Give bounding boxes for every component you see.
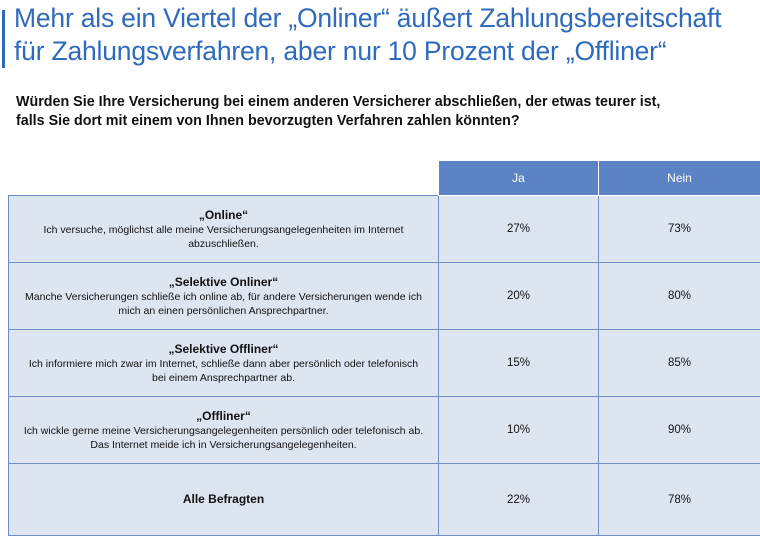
question-line-2: falls Sie dort mit einem von Ihnen bevor…	[16, 112, 756, 131]
segment-description-line-1: Ich versuche, möglichst alle meine Versi…	[15, 223, 432, 237]
header-empty-cell	[9, 161, 439, 196]
segment-description-line-2: mich an einen persönlichen Ansprechpartn…	[15, 304, 432, 318]
segment-name: „Selektive Offliner“	[15, 342, 432, 357]
ja-value: 10%	[439, 397, 599, 464]
nein-value: 73%	[599, 196, 760, 263]
segment-name: „Offliner“	[15, 409, 432, 424]
segment-name: „Online“	[15, 208, 432, 223]
segment-description-line-2: Das Internet meide ich in Versicherungsa…	[15, 438, 432, 452]
row-label-cell: „Online“ Ich versuche, möglichst alle me…	[9, 196, 439, 263]
ja-value: 22%	[439, 464, 599, 536]
nein-value: 78%	[599, 464, 760, 536]
table-row-total: Alle Befragten 22% 78%	[9, 464, 760, 536]
nein-value: 90%	[599, 397, 760, 464]
ja-value: 15%	[439, 330, 599, 397]
segment-description-line-1: Ich informiere mich zwar im Internet, sc…	[15, 357, 432, 371]
column-header-ja: Ja	[439, 161, 599, 196]
ja-value: 27%	[439, 196, 599, 263]
page-title: Mehr als ein Viertel der „Onliner“ äußer…	[14, 2, 754, 68]
segment-description-line-1: Ich wickle gerne meine Versicherungsange…	[15, 424, 432, 438]
nein-value: 80%	[599, 263, 760, 330]
title-line-2: für Zahlungsverfahren, aber nur 10 Proze…	[14, 35, 754, 68]
row-label-cell: „Offliner“ Ich wickle gerne meine Versic…	[9, 397, 439, 464]
survey-question: Würden Sie Ihre Versicherung bei einem a…	[16, 93, 756, 131]
question-line-1: Würden Sie Ihre Versicherung bei einem a…	[16, 93, 756, 112]
segment-description-line-1: Manche Versicherungen schließe ich onlin…	[15, 290, 432, 304]
table-row: „Online“ Ich versuche, möglichst alle me…	[9, 196, 760, 263]
table-header-row: Ja Nein	[9, 161, 760, 196]
title-accent-bar	[2, 10, 5, 68]
segment-name: Alle Befragten	[15, 492, 432, 507]
title-line-1: Mehr als ein Viertel der „Onliner“ äußer…	[14, 2, 754, 35]
table-row: „Offliner“ Ich wickle gerne meine Versic…	[9, 397, 760, 464]
ja-value: 20%	[439, 263, 599, 330]
table-row: „Selektive Onliner“ Manche Versicherunge…	[9, 263, 760, 330]
row-label-cell: „Selektive Onliner“ Manche Versicherunge…	[9, 263, 439, 330]
segment-description-line-2: abzuschließen.	[15, 237, 432, 251]
segment-name: „Selektive Onliner“	[15, 275, 432, 290]
results-table: Ja Nein „Online“ Ich versuche, möglichst…	[8, 160, 760, 536]
row-label-cell: Alle Befragten	[9, 464, 439, 536]
segment-description-line-2: bei einem Ansprechpartner ab.	[15, 371, 432, 385]
table-row: „Selektive Offliner“ Ich informiere mich…	[9, 330, 760, 397]
row-label-cell: „Selektive Offliner“ Ich informiere mich…	[9, 330, 439, 397]
column-header-nein: Nein	[599, 161, 760, 196]
nein-value: 85%	[599, 330, 760, 397]
